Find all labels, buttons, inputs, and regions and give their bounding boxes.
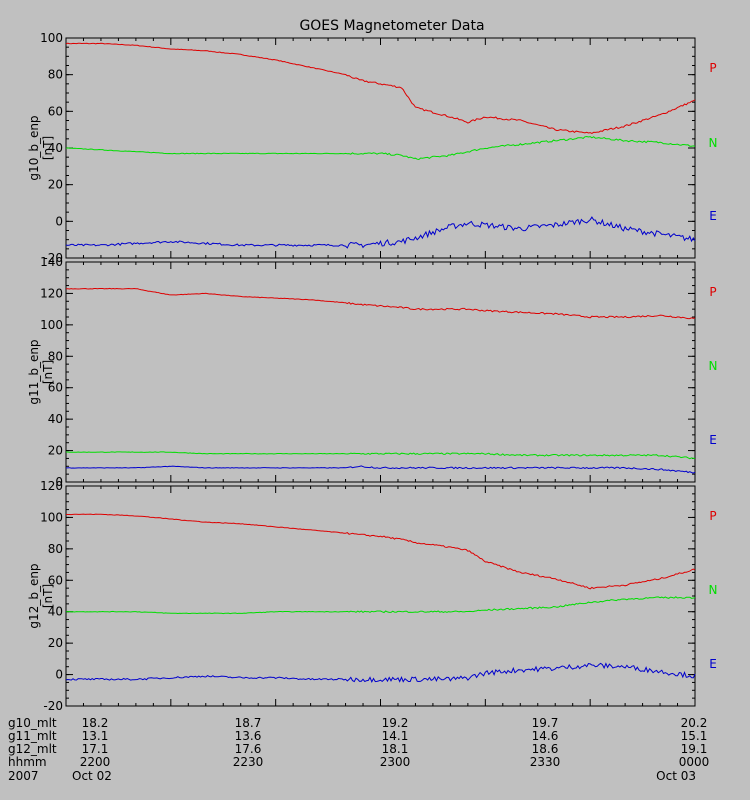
ephemeris-row-label: 2007 — [8, 769, 39, 783]
panel-2: 140 120 100 80 60 40 20 0 g11_b_enp [nT] P N E — [27, 255, 717, 489]
legend-entry-p: P — [709, 61, 716, 75]
series-p-line — [66, 287, 696, 320]
y-tick-label: 80 — [48, 349, 63, 363]
y-tick-label: 20 — [48, 444, 63, 458]
ephemeris-cell: 18.7 — [235, 716, 262, 730]
ephemeris-cell: 20.2 — [681, 716, 708, 730]
ephemeris-cell: 14.6 — [532, 729, 559, 743]
panel-frame — [65, 485, 696, 707]
ephemeris-cell: 15.1 — [681, 729, 708, 743]
legend-entry-n: N — [709, 583, 718, 597]
legend-entry-p: P — [709, 285, 716, 299]
y-tick-label: 40 — [48, 412, 63, 426]
y-tick-label: -20 — [43, 699, 63, 713]
legend-entry-n: N — [709, 359, 718, 373]
ephemeris-cell: 17.6 — [235, 742, 262, 756]
y-tick-label: 40 — [48, 605, 63, 619]
ephemeris-cell: 18.1 — [382, 742, 409, 756]
legend-entry-e: E — [709, 433, 717, 447]
y-axis-label: g11_b_enp — [27, 339, 41, 404]
y-tick-label: 40 — [48, 141, 63, 155]
ephemeris-cell: 19.7 — [532, 716, 559, 730]
y-tick-label: 100 — [40, 31, 63, 45]
y-tick-label: 60 — [48, 381, 63, 395]
y-axis-unit: [nT] — [41, 360, 55, 384]
ephemeris-row-label: hhmm — [8, 755, 47, 769]
ephemeris-cell: 2230 — [233, 755, 264, 769]
ephemeris-cell: 19.2 — [382, 716, 409, 730]
ephemeris-cell: 18.2 — [82, 716, 109, 730]
legend-entry-e: E — [709, 209, 717, 223]
y-tick-label: 120 — [40, 286, 63, 300]
ephemeris-cell: 13.6 — [235, 729, 262, 743]
y-tick-label: 120 — [40, 479, 63, 493]
ephemeris-cell: 2200 — [80, 755, 111, 769]
ephemeris-cell: Oct 03 — [656, 769, 696, 783]
ephemeris-cell: 19.1 — [681, 742, 708, 756]
y-tick-label: 100 — [40, 318, 63, 332]
y-tick-label: 140 — [40, 255, 63, 269]
y-axis-label: g12_b_enp — [27, 563, 41, 628]
panel-1: 100 80 60 40 20 0 -20 g10_b_enp [nT] P N E — [27, 31, 717, 265]
series-n-line — [66, 596, 696, 615]
ephemeris-row-label: g12_mlt — [8, 742, 57, 756]
ephemeris-cell: 2330 — [530, 755, 561, 769]
panel-3: 120 100 80 60 40 20 0 -20 g12_b_enp [nT] P N E — [27, 479, 717, 713]
ephemeris-row-label: g11_mlt — [8, 729, 57, 743]
y-tick-label: 60 — [48, 104, 63, 118]
ephemeris-cell: 2300 — [380, 755, 411, 769]
panel-frame — [65, 37, 696, 259]
y-tick-label: 0 — [55, 475, 63, 489]
y-axis-unit: [nT] — [41, 584, 55, 608]
chart-title: GOES Magnetometer Data — [299, 18, 484, 34]
series-e-line — [65, 216, 696, 249]
y-tick-label: 100 — [40, 510, 63, 524]
series-e-line — [65, 662, 696, 683]
series-n-line — [66, 451, 695, 460]
legend-entry-p: P — [709, 509, 716, 523]
y-tick-label: 0 — [55, 214, 63, 228]
y-axis-unit: [nT] — [41, 136, 55, 160]
y-tick-label: 80 — [48, 542, 63, 556]
y-axis-label: g10_b_enp — [27, 115, 41, 180]
series-p-line — [65, 42, 696, 134]
ephemeris-row-label: g10_mlt — [8, 716, 57, 730]
ephemeris-cell: 17.1 — [82, 742, 109, 756]
ephemeris-cell: 13.1 — [82, 729, 109, 743]
ephemeris-cell: 0000 — [679, 755, 710, 769]
ephemeris-cell: 14.1 — [382, 729, 409, 743]
ephemeris-cell: Oct 02 — [72, 769, 112, 783]
y-tick-label: -20 — [43, 251, 63, 265]
y-tick-label: 80 — [48, 68, 63, 82]
y-tick-label: 20 — [48, 178, 63, 192]
y-tick-label: 0 — [55, 668, 63, 682]
series-e-line — [66, 465, 696, 474]
series-n-line — [65, 135, 696, 161]
y-tick-label: 20 — [48, 636, 63, 650]
series-p-line — [65, 513, 696, 590]
ephemeris-table: g10_mltg11_mltg12_mlthhmm200718.213.117.… — [8, 716, 709, 783]
legend-entry-e: E — [709, 657, 717, 671]
panel-frame — [65, 261, 696, 483]
ephemeris-cell: 18.6 — [532, 742, 559, 756]
legend-entry-n: N — [709, 136, 718, 150]
y-tick-label: 60 — [48, 573, 63, 587]
